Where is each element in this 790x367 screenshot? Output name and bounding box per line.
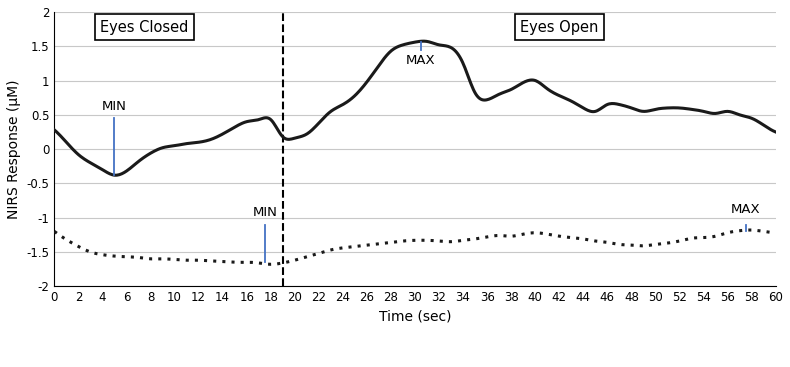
- HHb: [594, 239, 604, 244]
- HHb: [746, 228, 755, 232]
- HHb: [377, 241, 386, 246]
- HHb: [50, 229, 59, 234]
- Y-axis label: NIRS Response (μM): NIRS Response (μM): [7, 79, 21, 219]
- HHb: [476, 236, 485, 240]
- Text: MAX: MAX: [731, 203, 761, 216]
- Text: MIN: MIN: [102, 101, 127, 113]
- HbO2: [771, 130, 781, 134]
- HHb: [235, 260, 245, 265]
- HbO2: [377, 59, 386, 63]
- HbO2: [50, 128, 59, 132]
- HHb: [177, 258, 186, 262]
- X-axis label: Time (sec): Time (sec): [378, 310, 451, 324]
- HbO2: [236, 121, 246, 126]
- HbO2: [477, 97, 487, 102]
- HbO2: [595, 107, 604, 112]
- Text: Eyes Open: Eyes Open: [520, 19, 599, 34]
- HbO2: [418, 39, 427, 43]
- HbO2: [179, 142, 188, 146]
- HHb: [532, 230, 542, 235]
- Text: MAX: MAX: [406, 54, 436, 68]
- HHb: [771, 230, 781, 235]
- Text: MIN: MIN: [252, 206, 277, 219]
- HbO2: [534, 80, 544, 84]
- HbO2: [111, 173, 121, 177]
- Line: HbO2: HbO2: [55, 41, 776, 175]
- HHb: [266, 262, 276, 266]
- Text: Eyes Closed: Eyes Closed: [100, 19, 189, 34]
- Line: HHb: HHb: [55, 230, 776, 264]
